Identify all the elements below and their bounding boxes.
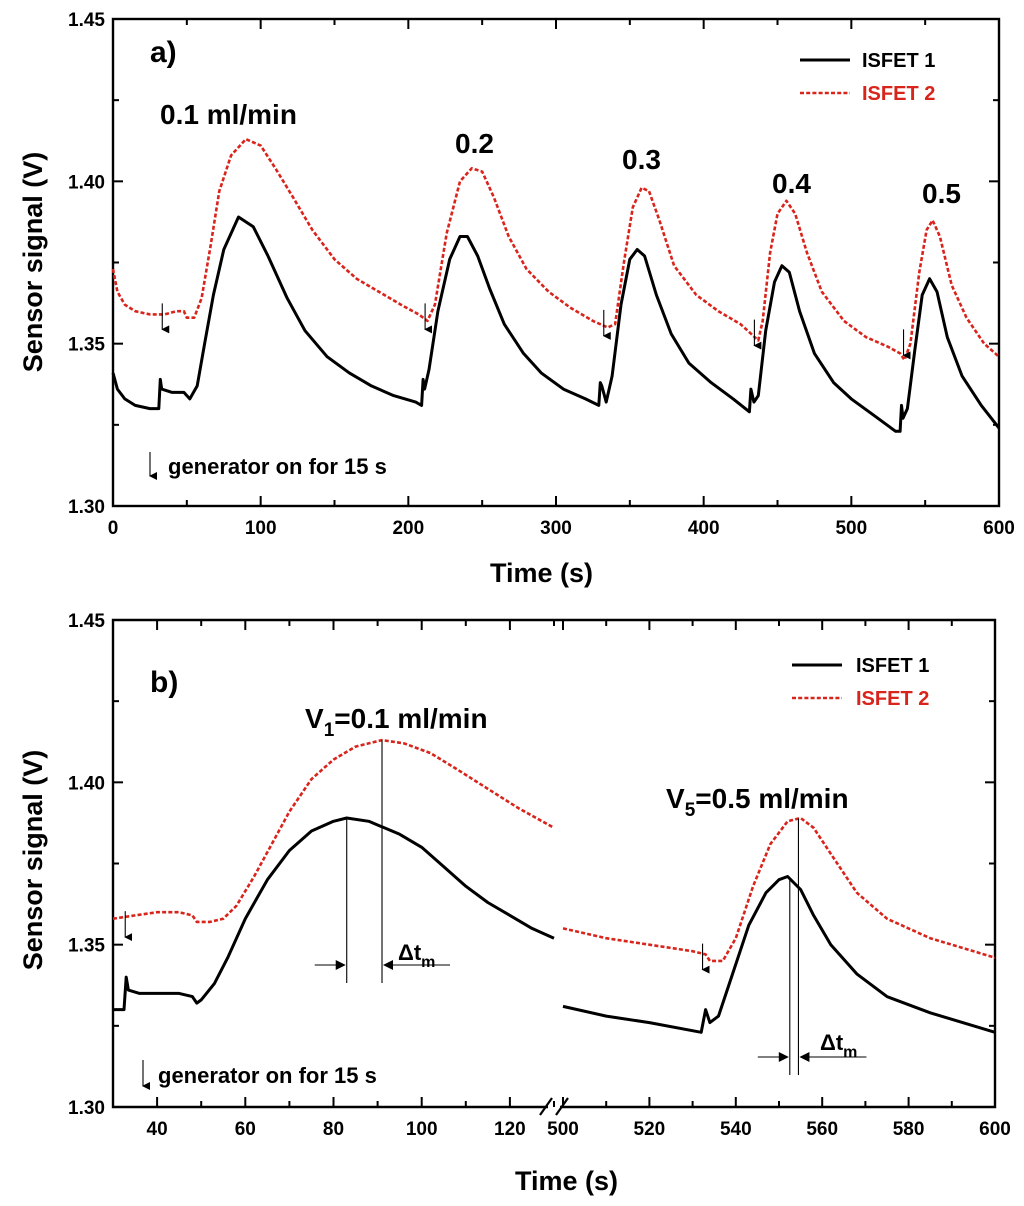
y-tick-label: 1.45 — [68, 10, 105, 31]
panel-a-series — [111, 137, 1001, 433]
legend-label-isfet1: ISFET 1 — [862, 50, 935, 72]
series-isfet2-line — [111, 137, 1000, 362]
pulse-label-0.1: 0.1 ml/min — [160, 99, 297, 130]
panel-b-generator-arrows — [124, 911, 710, 974]
x-tick-label: 200 — [392, 518, 424, 539]
y-tick-label: 1.35 — [68, 936, 105, 957]
panel-a-y-axis-label: Sensor signal (V) — [18, 152, 48, 373]
panel-a-legend: ISFET 1 ISFET 2 — [800, 50, 935, 105]
generator-note: generator on for 15 s — [158, 1063, 377, 1088]
series-isfet1-line — [111, 215, 1001, 433]
pulse-label-0.5: 0.5 — [922, 178, 961, 209]
x-tick-label: 300 — [540, 518, 572, 539]
panel-b-x-axis-label: Time (s) — [515, 1166, 618, 1196]
v5-annotation: V5=0.5 ml/min — [666, 783, 849, 821]
panel-a-label: a) — [150, 36, 177, 69]
y-tick-label: 1.35 — [68, 335, 105, 356]
panel-a-x-axis-label: Time (s) — [490, 558, 593, 588]
series-isfet1-line — [562, 875, 996, 1034]
panel-a-ticks: 0 100 200 300 400 500 600 1.30 1.35 1.40 1.45 — [68, 10, 1015, 539]
panel-b-generator-note: generator on for 15 s — [142, 1060, 377, 1090]
legend-label-isfet2: ISFET 2 — [862, 83, 935, 105]
x-tick-label: 40 — [147, 1119, 168, 1140]
v1-annotation: V1=0.1 ml/min — [305, 703, 488, 741]
x-tick-label: 400 — [688, 518, 720, 539]
panel-b-ticks: 40 60 80 100 120 500 520 540 560 580 600 1.30 1.35 1.… — [68, 611, 1011, 1140]
x-tick-label: 500 — [547, 1119, 579, 1140]
legend-label-isfet1: ISFET 1 — [856, 655, 929, 677]
x-tick-label: 0 — [108, 518, 119, 539]
x-tick-label: 560 — [806, 1119, 838, 1140]
x-tick-label: 600 — [983, 518, 1015, 539]
x-tick-label: 120 — [494, 1119, 526, 1140]
x-tick-label: 520 — [634, 1119, 666, 1140]
arrow-left-icon — [383, 960, 394, 970]
arrow-left-icon — [799, 1052, 810, 1062]
pulse-label-0.2: 0.2 — [455, 128, 494, 159]
x-tick-label: 500 — [835, 518, 867, 539]
panel-b-legend: ISFET 1 ISFET 2 — [792, 655, 929, 710]
pulse-label-0.3: 0.3 — [622, 144, 661, 175]
y-tick-label: 1.30 — [68, 497, 105, 518]
x-tick-label: 60 — [235, 1119, 256, 1140]
legend-label-isfet2: ISFET 2 — [856, 688, 929, 710]
panel-b-series — [112, 738, 996, 1034]
panel-b-label: b) — [150, 666, 178, 699]
arrow-right-icon — [335, 960, 346, 970]
series-isfet2-line — [562, 816, 996, 963]
generator-note: generator on for 15 s — [168, 454, 387, 479]
x-tick-label: 100 — [406, 1119, 438, 1140]
panel-a: 0 100 200 300 400 500 600 1.30 1.35 1.40 1.45 a) 0… — [18, 10, 1015, 588]
y-tick-label: 1.40 — [68, 773, 105, 794]
panel-b: 40 60 80 100 120 500 520 540 560 580 600 1.30 1.35 1.… — [18, 611, 1011, 1196]
series-isfet2-line — [112, 738, 555, 924]
panel-a-generator-arrows — [161, 303, 911, 360]
x-tick-label: 600 — [979, 1119, 1011, 1140]
arrow-right-icon — [778, 1052, 789, 1062]
delta-t-label: Δtm — [820, 1030, 857, 1061]
delta-t-label: Δtm — [398, 940, 435, 971]
x-tick-label: 540 — [720, 1119, 752, 1140]
y-tick-label: 1.45 — [68, 611, 105, 632]
series-isfet1-line — [113, 816, 555, 1012]
panel-b-delta-markers: Δtm Δtm — [314, 740, 867, 1075]
x-tick-label: 100 — [245, 518, 277, 539]
panel-a-generator-note: generator on for 15 s — [149, 452, 387, 480]
panel-b-y-axis-label: Sensor signal (V) — [18, 750, 48, 971]
pulse-label-0.4: 0.4 — [772, 168, 811, 199]
x-tick-label: 80 — [323, 1119, 344, 1140]
x-tick-label: 580 — [893, 1119, 925, 1140]
y-tick-label: 1.30 — [68, 1098, 105, 1119]
y-tick-label: 1.40 — [68, 172, 105, 193]
